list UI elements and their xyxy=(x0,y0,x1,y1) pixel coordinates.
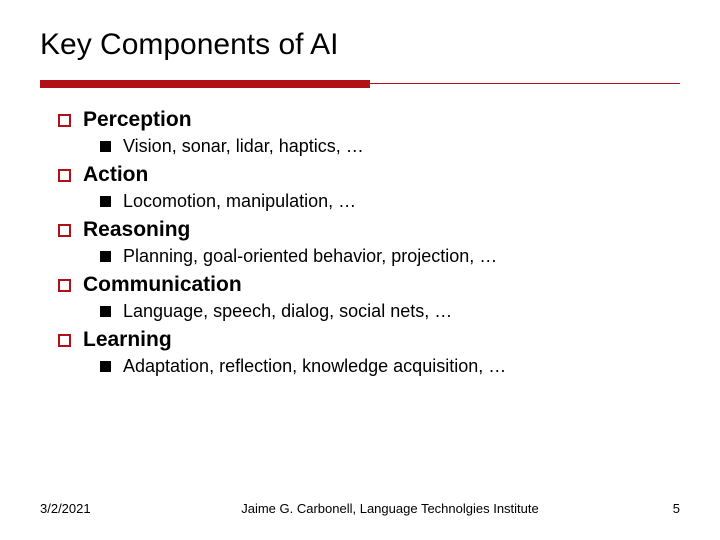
item-sub: Adaptation, reflection, knowledge acquis… xyxy=(123,356,506,377)
slide-footer: 3/2/2021 Jaime G. Carbonell, Language Te… xyxy=(40,501,680,516)
open-square-bullet-icon xyxy=(58,334,71,347)
list-item: Reasoning Planning, goal-oriented behavi… xyxy=(58,218,680,267)
item-label: Action xyxy=(83,163,148,187)
footer-author: Jaime G. Carbonell, Language Technolgies… xyxy=(160,501,620,516)
item-sub: Language, speech, dialog, social nets, … xyxy=(123,301,452,322)
content-list: Perception Vision, sonar, lidar, haptics… xyxy=(40,108,680,377)
item-label: Communication xyxy=(83,273,242,297)
open-square-bullet-icon xyxy=(58,114,71,127)
item-label: Perception xyxy=(83,108,192,132)
open-square-bullet-icon xyxy=(58,224,71,237)
filled-square-bullet-icon xyxy=(100,141,111,152)
filled-square-bullet-icon xyxy=(100,196,111,207)
item-label: Learning xyxy=(83,328,172,352)
footer-page-number: 5 xyxy=(620,501,680,516)
filled-square-bullet-icon xyxy=(100,251,111,262)
list-item: Learning Adaptation, reflection, knowled… xyxy=(58,328,680,377)
item-sub: Vision, sonar, lidar, haptics, … xyxy=(123,136,364,157)
filled-square-bullet-icon xyxy=(100,361,111,372)
open-square-bullet-icon xyxy=(58,169,71,182)
list-item: Communication Language, speech, dialog, … xyxy=(58,273,680,322)
item-sub: Locomotion, manipulation, … xyxy=(123,191,356,212)
item-sub: Planning, goal-oriented behavior, projec… xyxy=(123,246,497,267)
slide-title: Key Components of AI xyxy=(40,28,680,62)
footer-date: 3/2/2021 xyxy=(40,501,160,516)
list-item: Action Locomotion, manipulation, … xyxy=(58,163,680,212)
filled-square-bullet-icon xyxy=(100,306,111,317)
item-label: Reasoning xyxy=(83,218,190,242)
list-item: Perception Vision, sonar, lidar, haptics… xyxy=(58,108,680,157)
divider-red-bar xyxy=(40,80,370,88)
open-square-bullet-icon xyxy=(58,279,71,292)
title-divider xyxy=(40,80,680,88)
